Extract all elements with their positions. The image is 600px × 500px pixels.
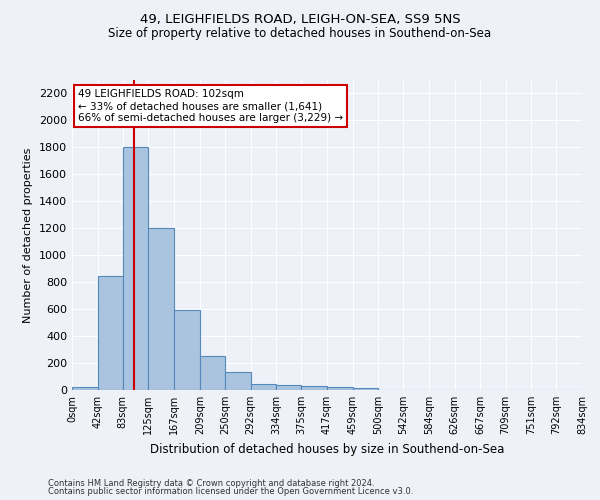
X-axis label: Distribution of detached houses by size in Southend-on-Sea: Distribution of detached houses by size … bbox=[150, 442, 504, 456]
Text: Size of property relative to detached houses in Southend-on-Sea: Size of property relative to detached ho… bbox=[109, 28, 491, 40]
Bar bbox=[98, 276, 123, 390]
Bar bbox=[225, 372, 251, 390]
Text: Contains HM Land Registry data © Crown copyright and database right 2024.: Contains HM Land Registry data © Crown c… bbox=[48, 478, 374, 488]
Bar bbox=[174, 310, 200, 390]
Bar bbox=[123, 148, 148, 390]
Bar bbox=[301, 386, 327, 390]
Bar bbox=[327, 388, 353, 390]
Bar bbox=[276, 384, 301, 390]
Bar bbox=[200, 356, 225, 390]
Bar bbox=[251, 384, 276, 390]
Y-axis label: Number of detached properties: Number of detached properties bbox=[23, 148, 34, 322]
Bar bbox=[353, 388, 378, 390]
Text: 49, LEIGHFIELDS ROAD, LEIGH-ON-SEA, SS9 5NS: 49, LEIGHFIELDS ROAD, LEIGH-ON-SEA, SS9 … bbox=[140, 12, 460, 26]
Bar bbox=[148, 228, 174, 390]
Text: Contains public sector information licensed under the Open Government Licence v3: Contains public sector information licen… bbox=[48, 487, 413, 496]
Text: 49 LEIGHFIELDS ROAD: 102sqm
← 33% of detached houses are smaller (1,641)
66% of : 49 LEIGHFIELDS ROAD: 102sqm ← 33% of det… bbox=[78, 90, 343, 122]
Bar bbox=[72, 386, 98, 390]
